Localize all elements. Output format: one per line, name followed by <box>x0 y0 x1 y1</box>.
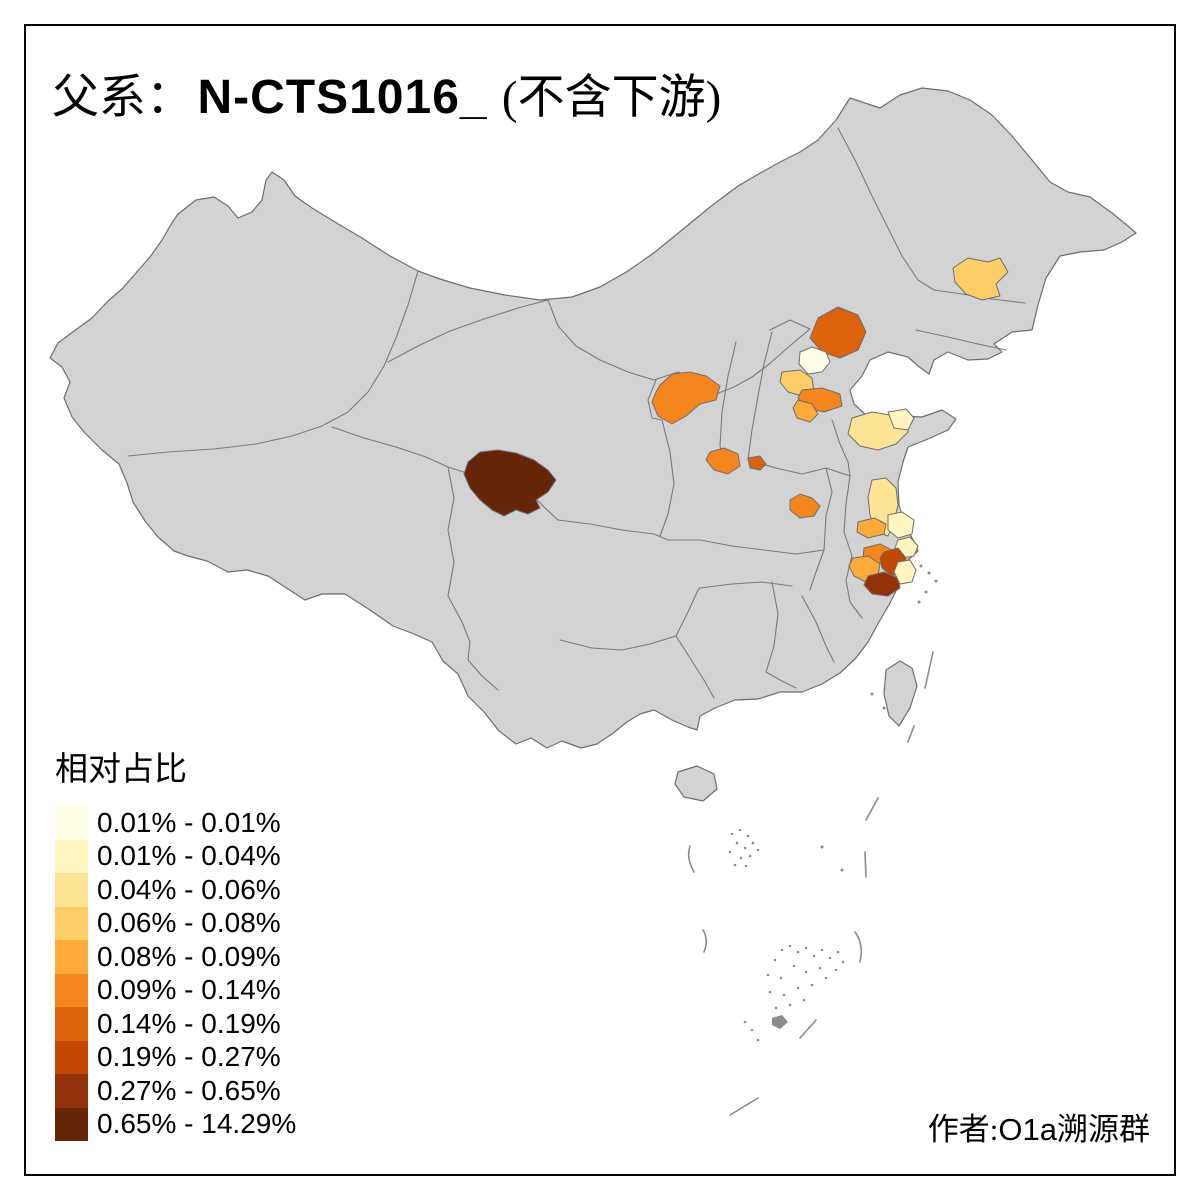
south-china-sea-islands <box>687 564 938 1116</box>
legend-row: 0.01% - 0.04% <box>55 839 296 873</box>
legend-swatch <box>55 873 88 907</box>
legend-row: 0.09% - 0.14% <box>55 973 296 1007</box>
legend-swatch <box>55 1074 88 1108</box>
legend-swatch <box>55 906 88 940</box>
region-central-a <box>705 447 741 475</box>
attribution: 作者:O1a溯源群 <box>928 1104 1150 1149</box>
region-west <box>463 449 557 517</box>
legend: 相对占比 0.01% - 0.01% 0.01% - 0.04% 0.04% -… <box>55 742 296 1141</box>
legend-swatch <box>55 1040 88 1074</box>
legend-label: 0.06% - 0.08% <box>97 907 281 939</box>
legend-label: 0.14% - 0.19% <box>97 1007 281 1039</box>
title-haplogroup: N-CTS1016_ <box>197 71 502 124</box>
attribution-suffix: 溯源群 <box>1057 1112 1150 1147</box>
region-delta-e <box>893 559 917 585</box>
plot-border-frame <box>24 24 1176 1176</box>
legend-row: 0.01% - 0.01% <box>55 806 296 840</box>
region-north-e <box>792 399 819 423</box>
region-central-c <box>789 493 821 519</box>
legend-label: 0.04% - 0.06% <box>97 873 281 905</box>
page-title: 父系： N-CTS1016_ (不含下游) <box>52 58 721 127</box>
legend-swatch <box>55 806 88 840</box>
legend-swatch <box>55 1007 88 1041</box>
taiwan-island <box>883 660 918 727</box>
region-delta-d <box>863 571 901 597</box>
attribution-brand: O1a <box>998 1112 1057 1147</box>
region-north-b <box>798 346 831 375</box>
legend-row: 0.08% - 0.09% <box>55 940 296 974</box>
legend-row: 0.27% - 0.65% <box>55 1074 296 1108</box>
region-north-a <box>809 306 867 359</box>
legend-label: 0.08% - 0.09% <box>97 940 281 972</box>
legend-label: 0.01% - 0.01% <box>97 806 281 838</box>
legend-swatch <box>55 940 88 974</box>
attribution-prefix: 作者: <box>927 1112 999 1147</box>
legend-row: 0.04% - 0.06% <box>55 873 296 907</box>
legend-label: 0.01% - 0.04% <box>97 840 281 872</box>
title-suffix: (不含下游) <box>501 72 722 124</box>
legend-label: 0.19% - 0.27% <box>97 1041 281 1073</box>
region-shandong-b <box>887 408 915 431</box>
region-northeast <box>952 257 1009 301</box>
hainan-island <box>674 765 718 802</box>
region-northwest <box>651 371 721 425</box>
region-east-c <box>856 517 887 539</box>
legend-title: 相对占比 <box>55 752 187 788</box>
legend-swatch <box>55 973 88 1007</box>
region-east-b <box>887 511 915 539</box>
legend-swatch <box>55 1107 88 1141</box>
legend-row: 0.14% - 0.19% <box>55 1007 296 1041</box>
legend-label: 0.09% - 0.14% <box>97 974 281 1006</box>
colored-regions <box>463 257 1009 597</box>
legend-label: 0.65% - 14.29% <box>97 1108 297 1140</box>
title-prefix: 父系： <box>52 72 193 124</box>
legend-swatch <box>55 839 88 873</box>
legend-row: 0.65% - 14.29% <box>55 1107 297 1141</box>
legend-label: 0.27% - 0.65% <box>97 1074 281 1106</box>
region-central-b <box>747 455 767 471</box>
legend-row: 0.06% - 0.08% <box>55 906 296 940</box>
legend-row: 0.19% - 0.27% <box>55 1040 296 1074</box>
